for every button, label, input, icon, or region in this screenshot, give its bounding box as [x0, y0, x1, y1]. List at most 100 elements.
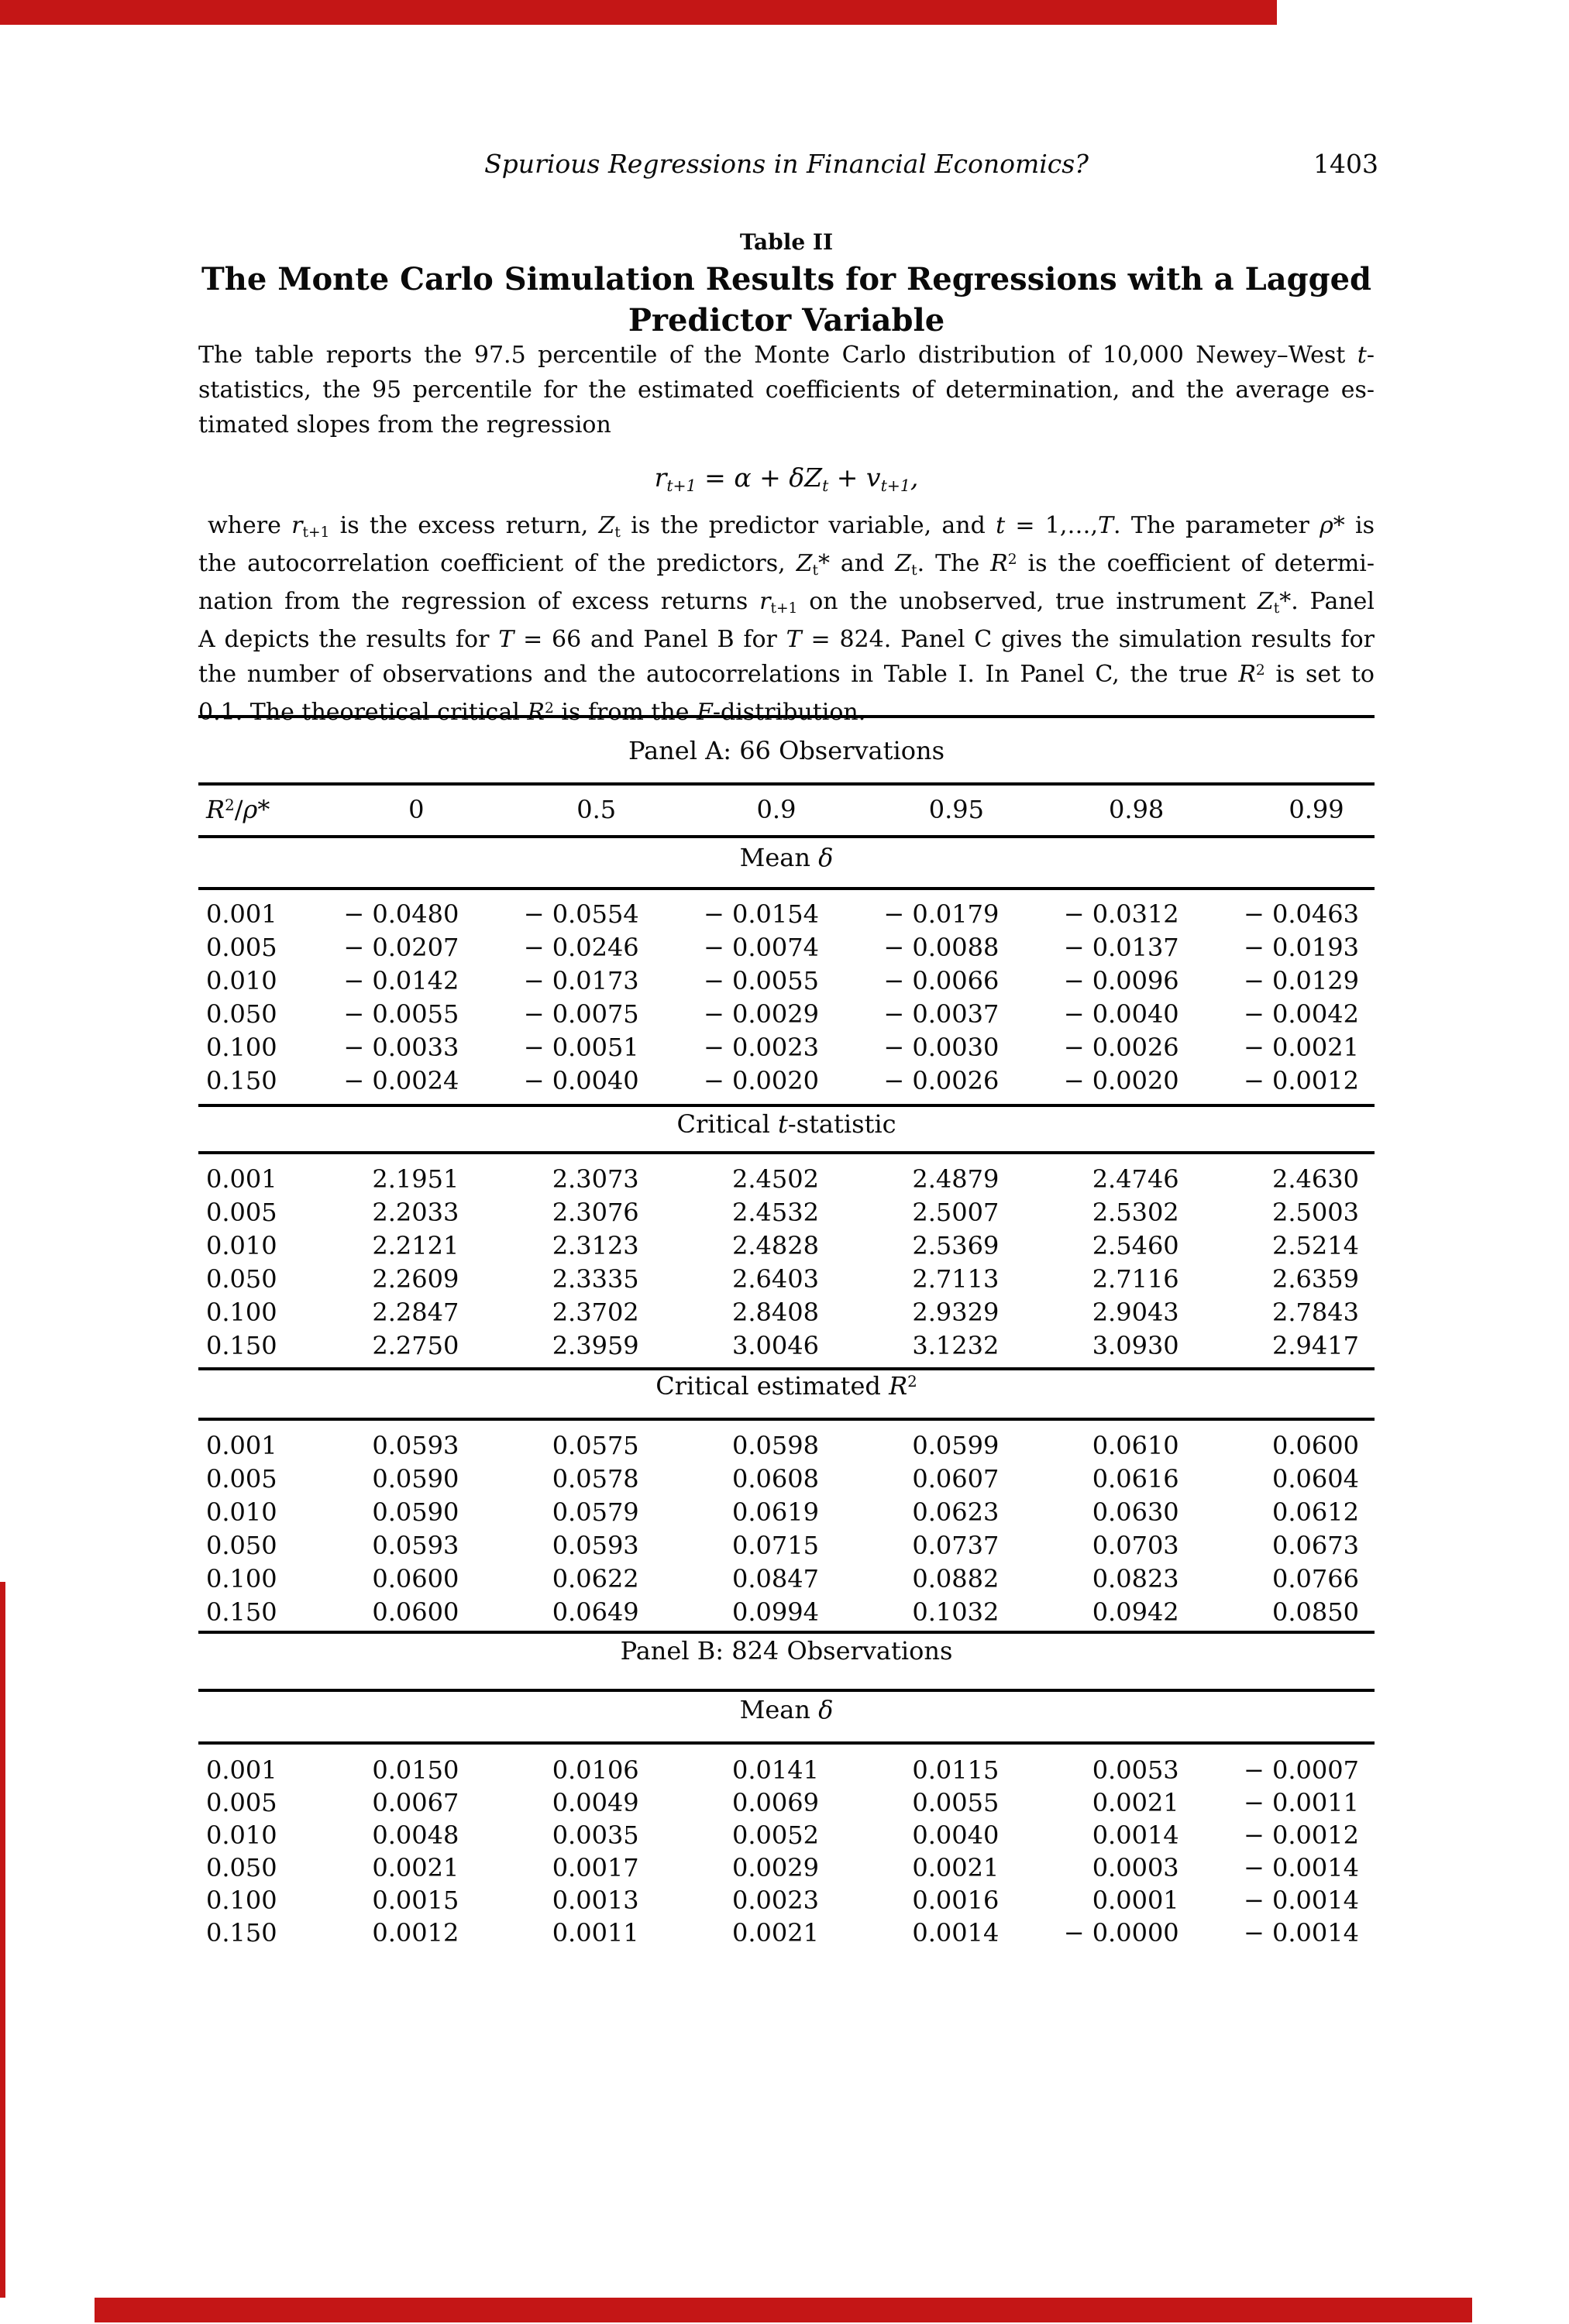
cell-value: 2.2609 — [372, 1264, 459, 1294]
cell-value: − 0.0312 — [1063, 899, 1179, 929]
cell-value: 2.5003 — [1272, 1198, 1359, 1227]
cell-value: 0.0021 — [1092, 1788, 1179, 1817]
cell-value: 0.0673 — [1272, 1531, 1359, 1560]
cell-value: 0.0630 — [1092, 1497, 1179, 1527]
page-number: 1403 — [1313, 149, 1378, 179]
cell-value: 2.7843 — [1272, 1298, 1359, 1327]
table-rule — [198, 1367, 1375, 1370]
styled-text: t — [812, 562, 818, 579]
cell-value: 0.0579 — [552, 1497, 639, 1527]
regression-equation: rt+1 = α + δZt + vt+1, — [654, 462, 919, 495]
table-row: 0.050 0.0021 0.0017 0.0029 0.0021 0.0003 − 0.0… — [198, 1851, 1375, 1884]
cell-value: 2.3702 — [552, 1298, 639, 1327]
cell-value: − 0.0075 — [523, 999, 639, 1029]
styled-text: ρ — [243, 795, 258, 824]
row-label: 0.100 — [206, 1298, 277, 1327]
text-line: statistics, the 95 percentile for the es… — [198, 376, 1375, 404]
cell-value: 0.0021 — [372, 1853, 459, 1882]
row-label: 0.150 — [206, 1331, 277, 1360]
cell-value: − 0.0129 — [1244, 966, 1359, 995]
row-label: 0.010 — [206, 1497, 277, 1527]
cell-value: 0.0014 — [912, 1918, 1000, 1948]
table-row: 0.100 2.2847 2.3702 2.8408 2.9329 2.9043 2.784… — [198, 1296, 1375, 1329]
cell-value: − 0.0012 — [1244, 1066, 1359, 1095]
cell-value: 0.0598 — [732, 1431, 819, 1460]
row-label: 0.005 — [206, 1788, 277, 1817]
section-title-mean-delta-a: Mean δ — [739, 843, 834, 872]
table-rule — [198, 715, 1375, 718]
cell-value: 2.2033 — [372, 1198, 459, 1227]
cell-value: 0.0590 — [372, 1497, 459, 1527]
column-header-value: 0 — [408, 795, 425, 824]
table-rule — [198, 1631, 1375, 1634]
cell-value: 0.0023 — [732, 1886, 819, 1915]
row-label: 0.050 — [206, 1264, 277, 1294]
styled-text: t — [614, 524, 621, 541]
text-line: A depicts the results for T = 66 and Pan… — [198, 626, 1375, 653]
table-row: 0.050 − 0.0055 − 0.0075 − 0.0029 − 0.0037 − 0… — [198, 998, 1375, 1031]
cell-value: 0.0622 — [552, 1564, 639, 1593]
row-label: 0.100 — [206, 1033, 277, 1062]
cell-value: − 0.0000 — [1063, 1918, 1179, 1948]
cell-value: − 0.0179 — [883, 899, 1000, 929]
styled-text: r — [759, 588, 771, 615]
cell-value: 0.0016 — [912, 1886, 1000, 1915]
cell-value: 2.3959 — [552, 1331, 639, 1360]
panel-b-title: Panel B: 824 Observations — [620, 1636, 953, 1666]
cell-value: 0.0599 — [912, 1431, 1000, 1460]
cell-value: 3.1232 — [912, 1331, 1000, 1360]
cell-value: − 0.0023 — [704, 1033, 819, 1062]
table-row: 0.100 0.0015 0.0013 0.0023 0.0016 0.0001 − 0.0… — [198, 1884, 1375, 1917]
cell-value: 0.0575 — [552, 1431, 639, 1460]
table-rule — [198, 1689, 1375, 1692]
cell-value: 0.0015 — [372, 1886, 459, 1915]
section-title-critical-t: Critical t-statistic — [676, 1109, 896, 1139]
row-label: 0.150 — [206, 1918, 277, 1948]
cell-value: 0.0882 — [912, 1564, 1000, 1593]
cell-value: 0.0942 — [1092, 1597, 1179, 1627]
cell-value: 2.7116 — [1092, 1264, 1179, 1294]
table-row: 0.001 − 0.0480 − 0.0554 − 0.0154 − 0.0179 − 0… — [198, 898, 1375, 931]
cell-value: 3.0046 — [732, 1331, 819, 1360]
table-row: 0.150 0.0012 0.0011 0.0021 0.0014 − 0.0000 − 0… — [198, 1917, 1375, 1949]
cell-value: 2.4532 — [732, 1198, 819, 1227]
row-label: 0.010 — [206, 966, 277, 995]
cell-value: 2.5007 — [912, 1198, 1000, 1227]
cell-value: 0.0067 — [372, 1788, 459, 1817]
cell-value: 2.9417 — [1272, 1331, 1359, 1360]
cell-value: − 0.0246 — [523, 933, 639, 962]
cell-value: 0.1032 — [912, 1597, 1000, 1627]
table-rule — [198, 1418, 1375, 1421]
table-rule — [198, 782, 1375, 786]
cell-value: 0.0578 — [552, 1464, 639, 1494]
cell-value: 0.0593 — [372, 1531, 459, 1560]
critical-t-rows: 0.001 2.1951 2.3073 2.4502 2.4879 2.4746 2.463… — [198, 1163, 1375, 1363]
cell-value: 2.9329 — [912, 1298, 1000, 1327]
styled-text: R — [1238, 661, 1256, 688]
cell-value: − 0.0029 — [704, 999, 819, 1029]
styled-text: R — [527, 699, 545, 726]
cell-value: 2.5369 — [912, 1231, 1000, 1260]
styled-text: t — [1357, 342, 1367, 369]
cell-value: − 0.0026 — [1063, 1033, 1179, 1062]
table-rule — [198, 1104, 1375, 1107]
table-title: The Monte Carlo Simulation Results for R… — [198, 259, 1375, 341]
column-header: 0.5 — [474, 790, 654, 833]
cell-value: 0.0115 — [912, 1755, 1000, 1785]
cell-value: 0.0593 — [552, 1531, 639, 1560]
table-rule — [198, 835, 1375, 838]
text-line: The table reports the 97.5 percentile of… — [198, 342, 1375, 369]
text-line: timated slopes from the regression — [198, 411, 611, 438]
styled-text: Z — [796, 550, 813, 577]
cell-value: 0.0607 — [912, 1464, 1000, 1494]
row-label: 0.001 — [206, 1431, 277, 1460]
table-row: 0.150 2.2750 2.3959 3.0046 3.1232 3.0930 2.941… — [198, 1329, 1375, 1363]
cell-value: 2.6403 — [732, 1264, 819, 1294]
critical-r2-rows: 0.001 0.0593 0.0575 0.0598 0.0599 0.0610 0.060… — [198, 1429, 1375, 1629]
column-header: 0.98 — [1014, 790, 1194, 833]
row-label: 0.001 — [206, 1755, 277, 1785]
table-rule — [198, 1151, 1375, 1154]
cell-value: 0.0069 — [732, 1788, 819, 1817]
styled-text: 2 — [907, 1373, 917, 1391]
scan-artifact-top-bar — [0, 0, 1277, 25]
